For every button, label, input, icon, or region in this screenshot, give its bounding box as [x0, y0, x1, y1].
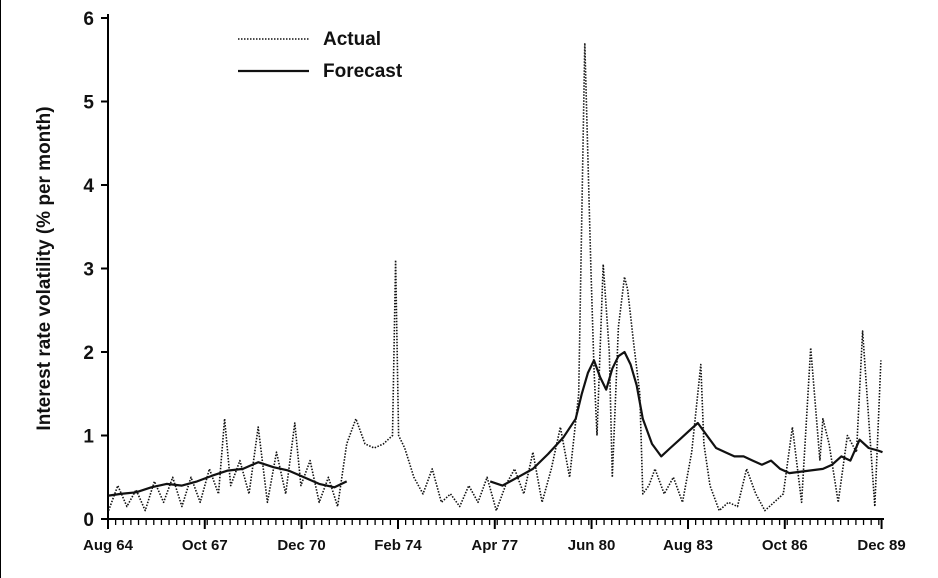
y-tick-label: 2 — [83, 343, 94, 364]
x-tick-label: Jun 80 — [568, 537, 616, 554]
series-forecast-line — [489, 350, 883, 487]
x-tick-label: Aug 83 — [663, 537, 713, 554]
x-tick-label: Feb 74 — [374, 537, 422, 554]
series-actual-line — [107, 42, 882, 512]
x-tick-label: Dec 70 — [277, 537, 325, 554]
x-tick-label: Dec 89 — [857, 537, 905, 554]
plot-area: 0 1 2 3 4 5 6 Aug 64 Oct 67 Dec 70 Feb 74 Apr 77 Jun… — [34, 9, 906, 554]
legend-forecast-label: Forecast — [323, 61, 403, 82]
series-forecast-line — [108, 461, 348, 497]
y-tick-label: 5 — [83, 93, 94, 114]
y-tick-label: 1 — [83, 427, 94, 448]
legend: Actual Forecast — [238, 29, 403, 82]
x-tick-label: Apr 77 — [471, 537, 518, 554]
x-tick-label: Aug 64 — [83, 537, 134, 554]
legend-actual-label: Actual — [323, 29, 381, 50]
frame-border — [0, 0, 1, 578]
x-tick-label: Oct 86 — [762, 537, 808, 554]
y-tick-label: 3 — [83, 260, 94, 281]
x-tick-label: Oct 67 — [182, 537, 228, 554]
y-tick-label: 4 — [83, 176, 94, 197]
y-axis-label: Interest rate volatility (% per month) — [34, 106, 55, 430]
y-tick-label: 6 — [83, 9, 94, 30]
y-tick-label: 0 — [83, 510, 94, 531]
